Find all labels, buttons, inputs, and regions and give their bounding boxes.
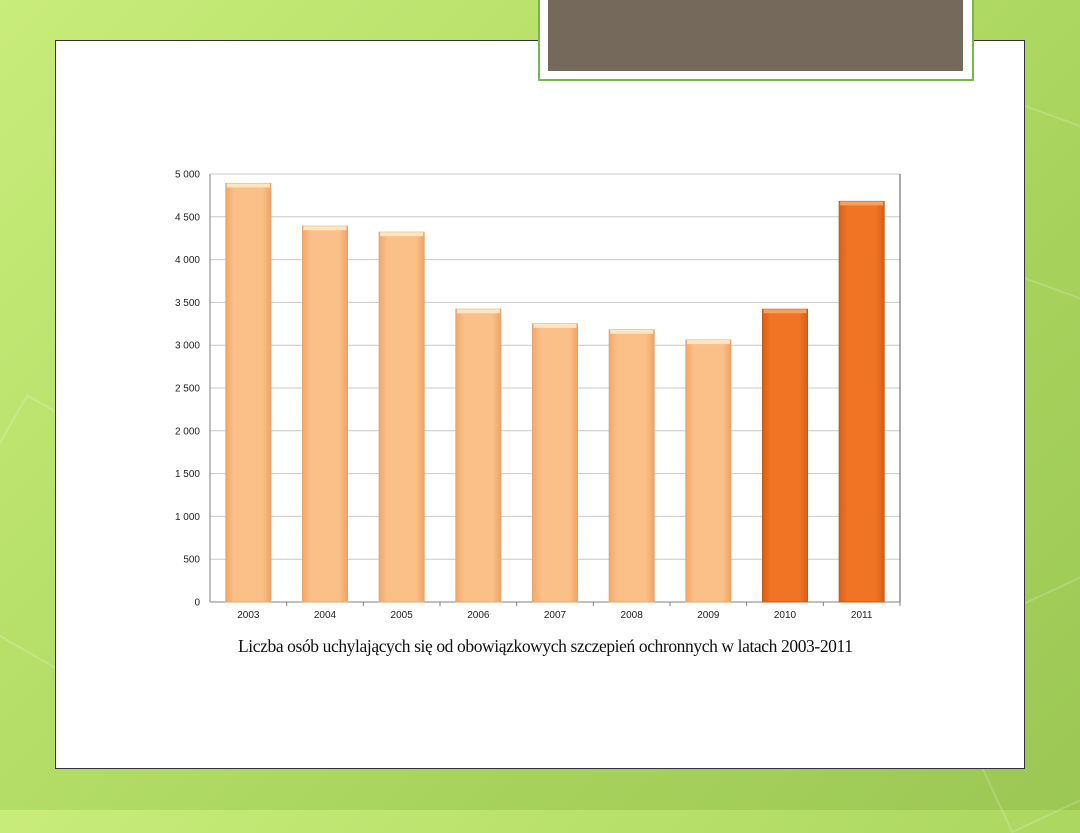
x-axis-tick-labels: 2003 2004 2005 2006 2007 2008 2009 2010 2011: [237, 602, 901, 621]
bar-2006: [455, 308, 502, 603]
bar-chart: 0 500 1 000 1 500 2 000 2 500 3 000 3 500 4 000 4…: [175, 170, 901, 621]
title-placeholder: [548, 0, 963, 71]
x-tick-label-2003: 2003: [237, 610, 260, 621]
x-tick-label-2007: 2007: [544, 610, 567, 621]
y-tick-label: 3 000: [175, 341, 200, 352]
y-tick-label: 4 000: [175, 255, 200, 266]
x-tick-label-2011: 2011: [851, 610, 873, 621]
y-tick-label: 1 000: [175, 512, 200, 523]
bar-highlight-2009: [686, 340, 730, 345]
bar-highlight-2005: [380, 232, 424, 237]
bar-highlight-2008: [610, 329, 654, 334]
y-tick-label: 2 000: [175, 426, 200, 437]
bar-highlight-2004: [303, 226, 347, 231]
x-tick-label-2009: 2009: [697, 610, 720, 621]
y-tick-label: 3 500: [175, 298, 200, 309]
y-tick-label: 2 500: [175, 384, 200, 395]
chart-caption: Liczba osób uchylających się od obowiązk…: [238, 636, 853, 656]
x-tick-label-2004: 2004: [314, 610, 337, 621]
bar-highlight-2007: [533, 323, 577, 328]
bar-highlight-2011: [840, 201, 884, 206]
bar-2009: [685, 339, 732, 603]
bars: [225, 182, 885, 603]
y-axis-ticks: 0 500 1 000 1 500 2 000 2 500 3 000 3 500 4 000 4…: [175, 170, 200, 609]
x-tick-label-2008: 2008: [621, 610, 644, 621]
y-tick-label: 5 000: [175, 170, 200, 181]
bar-2008: [608, 329, 655, 603]
y-tick-label: 500: [183, 555, 200, 566]
y-tick-label: 1 500: [175, 469, 200, 480]
y-tick-label: 4 500: [175, 212, 200, 223]
x-tick-label-2006: 2006: [467, 610, 490, 621]
bar-2007: [532, 323, 578, 603]
bar-highlight-2003: [226, 183, 270, 188]
bar-2005: [378, 231, 425, 603]
bar-2004: [302, 225, 348, 603]
bar-highlight-2010: [763, 309, 807, 314]
bar-highlight-2006: [456, 309, 500, 314]
bar-2003: [225, 182, 272, 603]
x-tick-label-2005: 2005: [391, 610, 414, 621]
y-tick-label: 0: [194, 598, 200, 609]
bar-2011: [838, 200, 885, 603]
x-tick-label-2010: 2010: [774, 610, 797, 621]
bar-2010: [762, 308, 808, 603]
